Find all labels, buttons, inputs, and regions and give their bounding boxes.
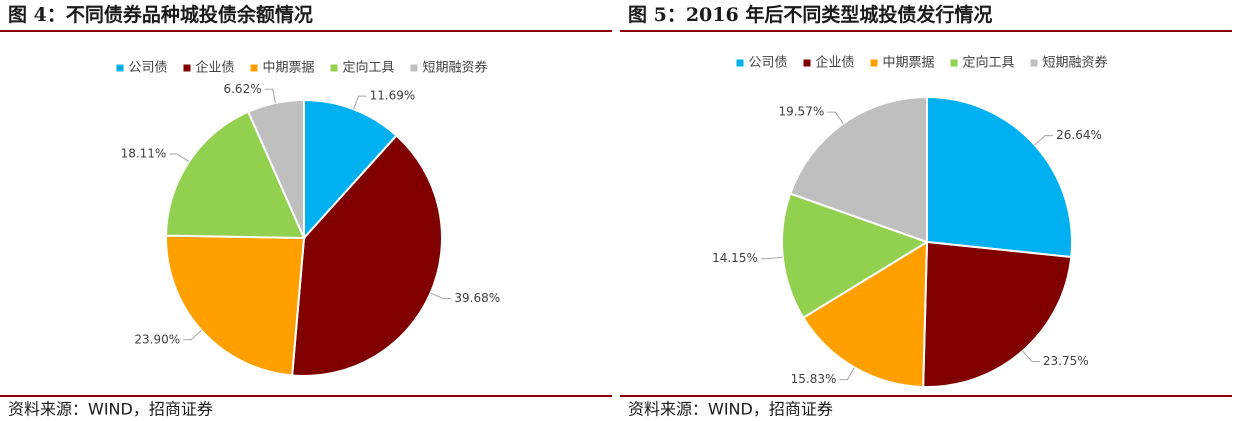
- pie-slice: [303, 98, 398, 241]
- legend-swatch: [950, 59, 958, 67]
- leader-line: [353, 95, 367, 110]
- legend-swatch: [870, 59, 878, 67]
- data-label: 23.90%: [134, 332, 180, 346]
- legend-label: 公司债: [749, 56, 788, 71]
- leader-line: [1022, 350, 1040, 363]
- data-label: 39.68%: [454, 291, 500, 305]
- pie-slice: [781, 192, 930, 320]
- legend-swatch: [1030, 59, 1038, 67]
- pie-slice: [926, 95, 1073, 259]
- leader-line: [264, 88, 276, 104]
- legend-swatch: [330, 64, 338, 72]
- legend-swatch: [183, 64, 191, 72]
- legend-swatch: [803, 59, 811, 67]
- data-label: 15.83%: [791, 372, 837, 386]
- data-label: 11.69%: [370, 89, 416, 103]
- legend-label: 短期融资券: [1043, 55, 1108, 71]
- legend-swatch: [410, 64, 418, 72]
- legend-swatch: [736, 59, 744, 67]
- pie-slice: [246, 98, 305, 239]
- legend-label: 中期票据: [263, 61, 315, 76]
- legend-label: 企业债: [816, 55, 855, 71]
- leader-line: [169, 153, 190, 163]
- data-label: 6.62%: [223, 82, 261, 96]
- data-label: 23.75%: [1043, 354, 1089, 368]
- legend-label: 中期票据: [883, 56, 935, 71]
- legend-label: 短期融资券: [423, 60, 488, 76]
- leader-line: [183, 330, 202, 341]
- leader-line: [1034, 135, 1054, 146]
- pie-slice: [165, 234, 306, 377]
- data-label: 14.15%: [712, 251, 758, 265]
- leader-line: [430, 292, 452, 300]
- chart-title: 图 4：不同债券品种城投债余额情况: [8, 3, 313, 26]
- data-label: 26.64%: [1056, 128, 1102, 142]
- legend-label: 定向工具: [963, 55, 1015, 71]
- data-label: 19.57%: [778, 105, 824, 119]
- chart-title: 图 5：2016 年后不同类型城投债发行情况: [628, 3, 992, 26]
- legend-swatch: [116, 64, 124, 72]
- legend-label: 企业债: [196, 60, 235, 76]
- leader-line: [827, 111, 844, 124]
- data-label: 18.11%: [121, 146, 167, 160]
- source: 资料来源：WIND，招商证券: [8, 400, 213, 419]
- legend-label: 公司债: [129, 61, 168, 76]
- leader-line: [760, 256, 783, 260]
- leader-line: [839, 367, 855, 381]
- legend-swatch: [250, 64, 258, 72]
- legend-label: 定向工具: [343, 60, 395, 76]
- pie-slice: [789, 95, 928, 244]
- source: 资料来源：WIND，招商证券: [628, 400, 833, 419]
- pie-slice: [801, 240, 929, 388]
- pie-slice: [165, 110, 306, 240]
